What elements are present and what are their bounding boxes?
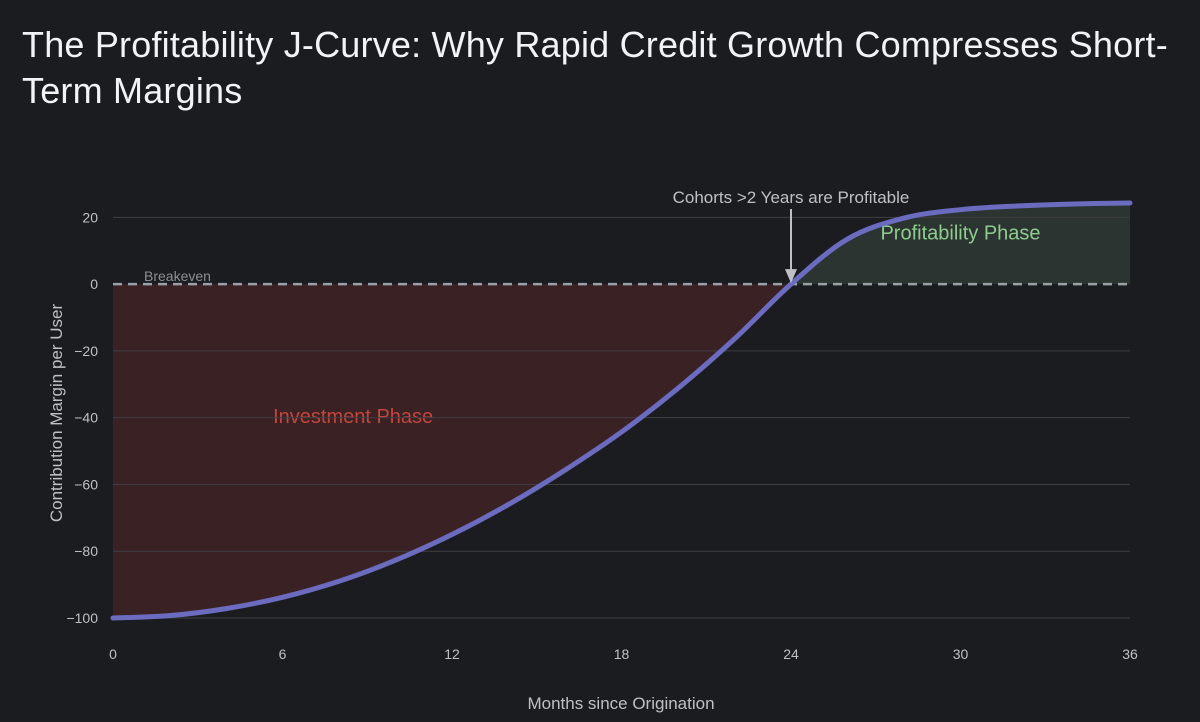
region-label-0: Investment Phase (273, 406, 433, 428)
y-tick-label: −40 (74, 410, 98, 426)
x-axis-label: Months since Origination (527, 694, 714, 713)
breakeven-label: Breakeven (144, 268, 211, 284)
x-tick-label: 18 (614, 646, 630, 662)
annotation-arrow-head (785, 269, 797, 284)
y-tick-label: −80 (74, 543, 98, 559)
x-tick-label: 30 (953, 646, 969, 662)
y-tick-label: 0 (90, 276, 98, 292)
x-tick-label: 24 (783, 646, 799, 662)
y-tick-label: −100 (66, 610, 98, 626)
y-tick-label: −60 (74, 476, 98, 492)
region-label-1: Profitability Phase (880, 222, 1040, 244)
x-tick-label: 36 (1122, 646, 1138, 662)
chart-title: The Profitability J-Curve: Why Rapid Cre… (22, 24, 1168, 111)
y-axis-label: Contribution Margin per User (47, 304, 66, 523)
annotation-text: Cohorts >2 Years are Profitable (673, 188, 910, 207)
x-tick-label: 6 (279, 646, 287, 662)
x-tick-label: 12 (444, 646, 460, 662)
x-tick-label: 0 (109, 646, 117, 662)
y-tick-label: −20 (74, 343, 98, 359)
y-tick-label: 20 (82, 209, 98, 225)
region-fill-0 (113, 284, 791, 618)
region-fill-1 (791, 203, 1130, 285)
series-line (110, 200, 1133, 621)
